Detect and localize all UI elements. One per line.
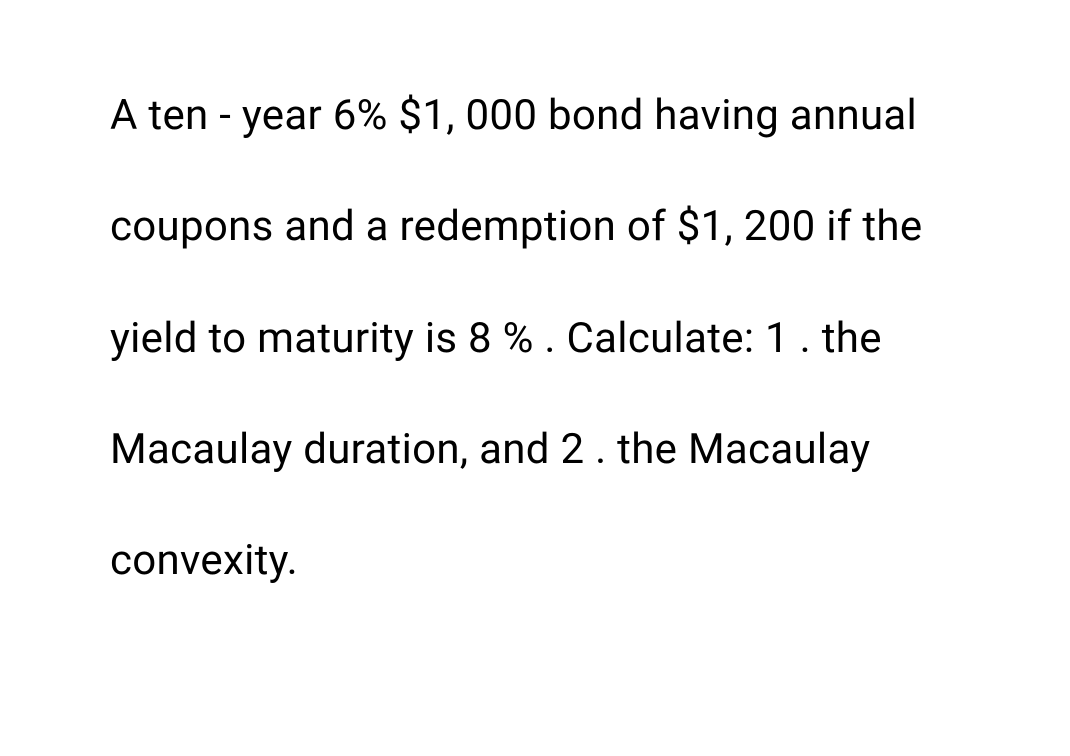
problem-text: A ten - year 6% $1, 000 bond having annu… [110, 60, 970, 616]
